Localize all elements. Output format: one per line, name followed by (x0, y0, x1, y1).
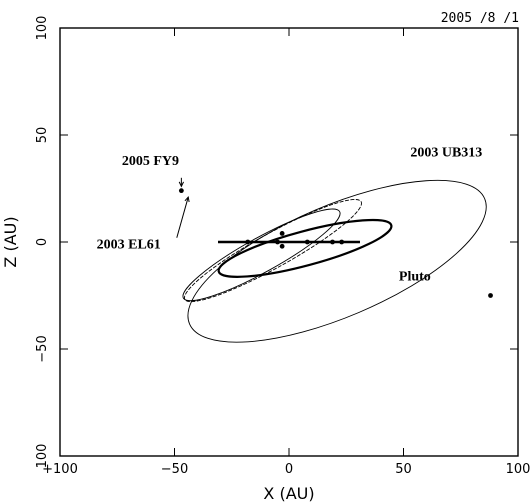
planet-dot (275, 239, 280, 245)
body-2003-ub313 (488, 293, 493, 298)
arrowhead-2005-fy9 (178, 181, 184, 188)
label-pluto: Pluto (399, 270, 431, 285)
body-2003-el61 (279, 243, 285, 249)
y-axis-ticks: 100 50 0 −50 100 (35, 16, 518, 469)
label-2003-el61: 2003 EL61 (97, 237, 161, 252)
planet-dot (304, 239, 310, 245)
y-axis-label: Z (AU) (1, 216, 20, 267)
arrow-2003-el61 (176, 196, 189, 238)
orbit-2003-el61 (182, 208, 341, 302)
planets-group (218, 239, 360, 245)
y-tick-label: −50 (35, 335, 50, 362)
planet-dot (245, 239, 251, 245)
label-2003-ub313: 2003 UB313 (410, 145, 482, 160)
planet-dot (330, 239, 335, 245)
date-label: 2005 /8 /1 (441, 11, 519, 26)
x-tick-label: 0 (285, 462, 293, 477)
labels-group: 2003 UB313 2005 FY9 2003 EL61 Pluto (97, 145, 483, 284)
x-axis-ticks: +100 −50 0 50 100 (42, 28, 530, 477)
orbit-2005-fy9 (184, 199, 362, 303)
orbits (182, 179, 487, 343)
y-tick-label: 100 (35, 16, 50, 41)
y-tick-label: 100 (35, 444, 50, 469)
arrowhead-2003-el61 (184, 195, 190, 203)
orbit-2003-ub313 (187, 179, 487, 343)
x-tick-label: 100 (506, 462, 531, 477)
y-tick-label: 0 (35, 238, 50, 246)
bodies-group (178, 188, 493, 298)
x-axis-label: X (AU) (263, 484, 314, 503)
body-pluto (279, 231, 285, 236)
x-tick-label: 50 (395, 462, 412, 477)
x-tick-label: +100 (42, 462, 78, 477)
orbit-pluto (217, 218, 393, 278)
planet-dot (339, 239, 345, 245)
body-2005-fy9 (178, 188, 184, 194)
y-tick-label: 50 (35, 127, 50, 144)
x-tick-label: −50 (161, 462, 188, 477)
label-2005-fy9: 2005 FY9 (122, 154, 179, 169)
